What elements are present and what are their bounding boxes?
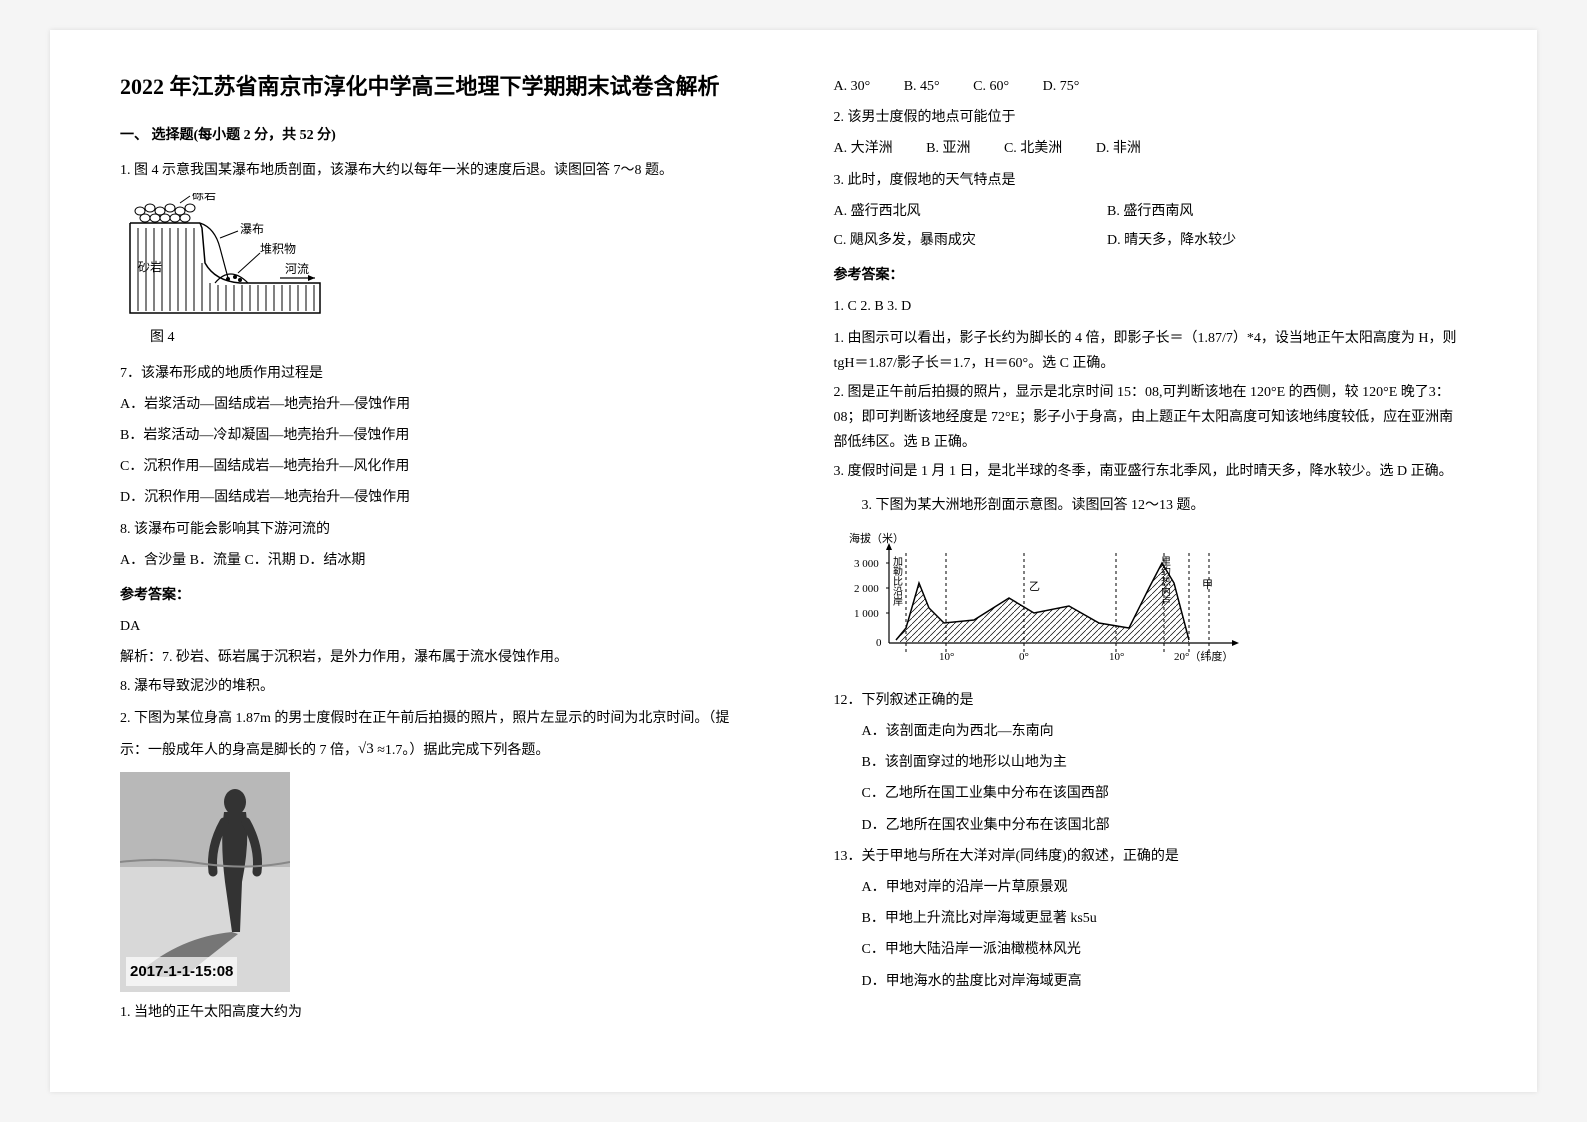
q1-sub8: 8. 该瀑布可能会影响其下游河流的 — [120, 517, 754, 542]
svg-text:0: 0 — [876, 637, 882, 649]
fig4-label-debris: 堆积物 — [260, 242, 296, 256]
q3-sub13-D: D．甲地海水的盐度比对岸海域更高 — [834, 969, 1468, 994]
svg-text:10°: 10° — [1109, 651, 1124, 663]
q3-sub12-C: C．乙地所在国工业集中分布在该国西部 — [834, 781, 1468, 806]
q2-ex1: 1. 由图示可以看出，影子长约为脚长的 4 倍，即影子长＝（1.87/7）*4，… — [834, 326, 1468, 376]
q1-stem: 1. 图 4 示意我国某瀑布地质剖面，该瀑布大约以每年一米的速度后退。读图回答 … — [120, 158, 754, 183]
svg-text:2 000: 2 000 — [854, 583, 879, 595]
q1-sub7-optC: C．沉积作用—固结成岩—地壳抬升—风化作用 — [120, 454, 754, 479]
svg-text:加勒比沿岸: 加勒比沿岸 — [890, 556, 902, 607]
q3-sub13-B: B．甲地上升流比对岸海域更显著 ks5u — [834, 906, 1468, 931]
q2-stem2: 示：一般成年人的身高是脚长的 7 倍，√3 ≈1.7。）据此完成下列各题。 — [120, 737, 754, 764]
q3-sub12-B: B．该剖面穿过的地形以山地为主 — [834, 750, 1468, 775]
q2-sub2-A: A. 大洋洲 — [834, 136, 893, 161]
q1-explain8: 8. 瀑布导致泥沙的堆积。 — [120, 674, 754, 699]
q2-stem2b: ≈1.7。）据此完成下列各题。 — [374, 743, 550, 758]
right-column: A. 30° B. 45° C. 60° D. 75° 2. 该男士度假的地点可… — [794, 70, 1488, 1052]
q2-sub3-D: D. 晴天多，降水较少 — [1107, 228, 1236, 253]
q1-sub7: 7．该瀑布形成的地质作用过程是 — [120, 361, 754, 386]
q3-sub12-A: A．该剖面走向为西北—东南向 — [834, 719, 1468, 744]
q2-sub2-D: D. 非洲 — [1096, 136, 1141, 161]
left-column: 2022 年江苏省南京市淳化中学高三地理下学期期末试卷含解析 一、 选择题(每小… — [100, 70, 794, 1052]
figure-terrain: 海拔（米） 3 000 2 000 1 000 0 10° 0° 10° 20°… — [834, 528, 1468, 678]
q2-sub1-A: A. 30° — [834, 74, 871, 99]
svg-text:里约热内卢: 里约热内卢 — [1158, 556, 1170, 607]
q1-sub7-optD: D．沉积作用—固结成岩—地壳抬升—侵蚀作用 — [120, 485, 754, 510]
q3-sub12: 12．下列叙述正确的是 — [834, 688, 1468, 713]
q2-answer-label: 参考答案： — [834, 263, 1468, 288]
q2-sub1-opts: A. 30° B. 45° C. 60° D. 75° — [834, 74, 1468, 99]
q3-sub12-D: D．乙地所在国农业集中分布在该国北部 — [834, 813, 1468, 838]
q2-sub1-C: C. 60° — [973, 74, 1009, 99]
q2-sub2: 2. 该男士度假的地点可能位于 — [834, 105, 1468, 130]
svg-text:乙: 乙 — [1029, 580, 1040, 593]
q3-sub13-C: C．甲地大陆沿岸一派油橄榄林风光 — [834, 937, 1468, 962]
q2-ex3: 3. 度假时间是 1 月 1 日，是北半球的冬季，南亚盛行东北季风，此时晴天多，… — [834, 459, 1468, 484]
photo-timestamp: 2017-1-1-15:08 — [126, 957, 237, 986]
vacation-photo: 2017-1-1-15:08 — [120, 772, 290, 992]
fig4-label-gravel: 砾岩 — [192, 193, 216, 202]
page-title: 2022 年江苏省南京市淳化中学高三地理下学期期末试卷含解析 — [120, 70, 754, 103]
svg-text:甲: 甲 — [1202, 579, 1213, 591]
svg-text:0°: 0° — [1019, 651, 1029, 663]
svg-text:20°（纬度）: 20°（纬度） — [1174, 649, 1233, 663]
q2-stem: 2. 下图为某位身高 1.87m 的男士度假时在正午前后拍摄的照片，照片左显示的… — [120, 706, 754, 731]
q2-sub3-A: A. 盛行西北风 — [834, 199, 1074, 224]
q3-sub13: 13．关于甲地与所在大洋对岸(同纬度)的叙述，正确的是 — [834, 844, 1468, 869]
q2-sub3-opts-row1: A. 盛行西北风 B. 盛行西南风 — [834, 199, 1468, 224]
q1-sub7-optB: B．岩浆活动—冷却凝固—地壳抬升—侵蚀作用 — [120, 423, 754, 448]
q2-sub3-B: B. 盛行西南风 — [1107, 199, 1193, 224]
figure-4: 砾岩 瀑布 堆积物 砂岩 河流 图 4 — [120, 193, 754, 350]
q2-ex2: 2. 图是正午前后拍摄的照片，显示是北京时间 15：08,可判断该地在 120°… — [834, 380, 1468, 456]
q2-sub1: 1. 当地的正午太阳高度大约为 — [120, 1000, 754, 1025]
section-heading: 一、 选择题(每小题 2 分，共 52 分) — [120, 123, 754, 148]
q1-answer-label: 参考答案： — [120, 583, 754, 608]
q2-stem2a: 示：一般成年人的身高是脚长的 7 倍， — [120, 743, 358, 758]
q2-sub3: 3. 此时，度假地的天气特点是 — [834, 168, 1468, 193]
q2-sub3-opts-row2: C. 飓风多发，暴雨成灾 D. 晴天多，降水较少 — [834, 228, 1468, 253]
svg-text:海拔（米）: 海拔（米） — [849, 531, 904, 545]
sqrt-symbol: √3 — [358, 741, 374, 757]
q1-sub8-opts: A．含沙量 B．流量 C．汛期 D．结冰期 — [120, 548, 754, 573]
fig4-label-sandstone: 砂岩 — [138, 259, 162, 274]
fig4-label-waterfall: 瀑布 — [240, 222, 264, 236]
svg-text:10°: 10° — [939, 651, 954, 663]
exam-page: 2022 年江苏省南京市淳化中学高三地理下学期期末试卷含解析 一、 选择题(每小… — [50, 30, 1537, 1092]
fig4-label-river: 河流 — [285, 262, 309, 276]
q1-sub7-optA: A．岩浆活动—固结成岩—地壳抬升—侵蚀作用 — [120, 392, 754, 417]
q1-explain7: 解析：7. 砂岩、砾岩属于沉积岩，是外力作用，瀑布属于流水侵蚀作用。 — [120, 645, 754, 670]
figure-4-caption: 图 4 — [120, 325, 754, 350]
svg-text:3 000: 3 000 — [854, 558, 879, 570]
svg-text:1 000: 1 000 — [854, 608, 879, 620]
q2-sub2-B: B. 亚洲 — [926, 136, 970, 161]
q2-sub2-opts: A. 大洋洲 B. 亚洲 C. 北美洲 D. 非洲 — [834, 136, 1468, 161]
q2-sub3-C: C. 飓风多发，暴雨成灾 — [834, 228, 1074, 253]
q3-sub13-A: A．甲地对岸的沿岸一片草原景观 — [834, 875, 1468, 900]
q3-stem: 3. 下图为某大洲地形剖面示意图。读图回答 12～13 题。 — [834, 493, 1468, 518]
q2-answers: 1. C 2. B 3. D — [834, 294, 1468, 319]
q2-sub1-D: D. 75° — [1043, 74, 1080, 99]
q2-sub1-B: B. 45° — [904, 74, 940, 99]
q1-answer: DA — [120, 614, 754, 639]
q2-sub2-C: C. 北美洲 — [1004, 136, 1062, 161]
